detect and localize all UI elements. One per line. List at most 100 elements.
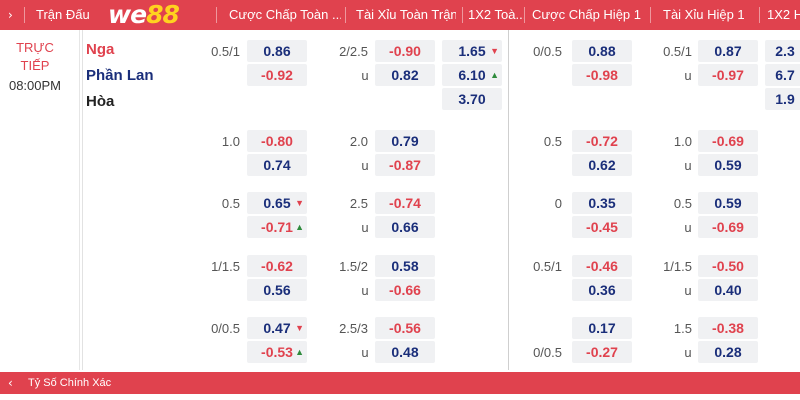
under-label: u <box>684 68 692 83</box>
home-team-name[interactable]: Nga <box>86 41 115 58</box>
odds-up-icon: ▲ <box>490 70 499 80</box>
table-header: › Trận Đấu we88 Cược Chấp Toàn ... Tài X… <box>0 0 800 30</box>
h1-ou-over-odds[interactable]: -0.38 <box>698 317 758 339</box>
col-header-over-under-fulltime[interactable]: Tài Xỉu Toàn Trận <box>356 7 456 22</box>
h1-ou-over-odds[interactable]: 0.59 <box>698 192 758 214</box>
ou-over-odds[interactable]: -0.56 <box>375 317 435 339</box>
under-label: u <box>684 283 692 298</box>
ou-under-odds[interactable]: -0.66 <box>375 279 435 301</box>
match-time: 08:00PM <box>8 78 62 93</box>
h1-ou-line: 0.5 <box>673 196 692 211</box>
match-info-column: TRỰC TIẾP 08:00PM <box>0 30 80 370</box>
under-label: u <box>684 220 692 235</box>
h1-hdp-home-odds[interactable]: 0.35 <box>572 192 632 214</box>
hdp-home-odds[interactable]: -0.62 <box>247 255 307 277</box>
odds-up-icon: ▲ <box>295 222 304 232</box>
ou-under-odds[interactable]: 0.48 <box>375 341 435 363</box>
under-label: u <box>361 283 369 298</box>
h1-hdp-home-odds[interactable]: 0.17 <box>572 317 632 339</box>
chevron-left-icon[interactable]: ‹ <box>8 376 13 390</box>
live-status-line2: TIẾP <box>20 58 50 73</box>
x12-home-value: 1.65 <box>458 43 486 59</box>
x12-away-odds[interactable]: 6.10 ▲ <box>442 64 502 86</box>
col-header-1x2-half1[interactable]: 1X2 H <box>767 7 800 22</box>
h1-x12-home-odds[interactable]: 2.3 <box>765 40 800 62</box>
hdp-away-odds[interactable]: -0.92 <box>247 64 307 86</box>
col-header-handicap-fulltime[interactable]: Cược Chấp Toàn ... <box>229 7 341 22</box>
hdp-home-odds[interactable]: 0.47 ▼ <box>247 317 307 339</box>
hdp-away-value: -0.53 <box>261 344 293 360</box>
hdp-home-odds[interactable]: 0.65 ▼ <box>247 192 307 214</box>
col-header-match: Trận Đấu <box>36 7 90 22</box>
h1-hdp-home-odds[interactable]: -0.72 <box>572 130 632 152</box>
h1-hdp-line: 0/0.5 <box>533 44 562 59</box>
ou-line: 2.5/3 <box>339 321 368 336</box>
h1-hdp-line: 0 <box>554 196 562 211</box>
hdp-line: 0.5 <box>221 196 240 211</box>
col-header-1x2-fulltime[interactable]: 1X2 Toà... <box>468 7 524 22</box>
hdp-away-odds[interactable]: -0.71 ▲ <box>247 216 307 238</box>
x12-away-value: 6.10 <box>458 67 486 83</box>
h1-ou-line: 0.5/1 <box>663 44 692 59</box>
col-header-over-under-half1[interactable]: Tài Xỉu Hiệp 1 <box>663 7 745 22</box>
logo-text-we: we <box>108 0 147 29</box>
correct-score-label: Tỷ Số Chính Xác <box>28 377 112 389</box>
correct-score-section-bar[interactable]: ‹ Tỷ Số Chính Xác <box>0 372 800 394</box>
h1-ou-under-odds[interactable]: 0.40 <box>698 279 758 301</box>
ou-under-odds[interactable]: -0.87 <box>375 154 435 176</box>
ou-under-odds[interactable]: 0.66 <box>375 216 435 238</box>
col-header-handicap-half1[interactable]: Cược Chấp Hiệp 1 <box>532 7 641 22</box>
h1-hdp-away-odds[interactable]: 0.62 <box>572 154 632 176</box>
away-team-name[interactable]: Phần Lan <box>86 67 154 84</box>
odds-up-icon: ▲ <box>295 347 304 357</box>
h1-hdp-away-odds[interactable]: -0.27 <box>572 341 632 363</box>
hdp-away-value: -0.71 <box>261 219 293 235</box>
under-label: u <box>361 68 369 83</box>
h1-ou-under-odds[interactable]: 0.28 <box>698 341 758 363</box>
hdp-line: 1/1.5 <box>211 259 240 274</box>
hdp-away-odds[interactable]: 0.56 <box>247 279 307 301</box>
h1-hdp-away-odds[interactable]: 0.36 <box>572 279 632 301</box>
h1-hdp-home-odds[interactable]: -0.46 <box>572 255 632 277</box>
odds-down-icon: ▼ <box>295 198 304 208</box>
ou-over-odds[interactable]: -0.90 <box>375 40 435 62</box>
h1-ou-under-odds[interactable]: -0.97 <box>698 64 758 86</box>
x12-home-odds[interactable]: 1.65 ▼ <box>442 40 502 62</box>
h1-hdp-line: 0/0.5 <box>533 345 562 360</box>
hdp-home-value: 0.65 <box>263 195 291 211</box>
odds-down-icon: ▼ <box>295 323 304 333</box>
h1-hdp-home-odds[interactable]: 0.88 <box>572 40 632 62</box>
hdp-line: 1.0 <box>221 134 240 149</box>
h1-hdp-away-odds[interactable]: -0.45 <box>572 216 632 238</box>
ou-over-odds[interactable]: 0.79 <box>375 130 435 152</box>
ou-line: 2/2.5 <box>339 44 368 59</box>
h1-hdp-line: 0.5/1 <box>533 259 562 274</box>
h1-ou-under-odds[interactable]: 0.59 <box>698 154 758 176</box>
h1-ou-line: 1.5 <box>673 321 692 336</box>
x12-draw-odds[interactable]: 3.70 <box>442 88 502 110</box>
ou-over-odds[interactable]: -0.74 <box>375 192 435 214</box>
logo-text-88: 88 <box>146 0 180 29</box>
hdp-home-value: 0.47 <box>263 320 291 336</box>
h1-x12-draw-odds[interactable]: 1.9 <box>765 88 800 110</box>
hdp-home-odds[interactable]: 0.86 <box>247 40 307 62</box>
ou-over-odds[interactable]: 0.58 <box>375 255 435 277</box>
h1-ou-under-odds[interactable]: -0.69 <box>698 216 758 238</box>
h1-x12-away-odds[interactable]: 6.7 <box>765 64 800 86</box>
ou-line: 1.5/2 <box>339 259 368 274</box>
hdp-away-odds[interactable]: 0.74 <box>247 154 307 176</box>
hdp-line: 0.5/1 <box>211 44 240 59</box>
h1-ou-over-odds[interactable]: 0.87 <box>698 40 758 62</box>
ou-under-odds[interactable]: 0.82 <box>375 64 435 86</box>
hdp-away-odds[interactable]: -0.53 ▲ <box>247 341 307 363</box>
live-status-line1: TRỰC <box>16 40 54 55</box>
under-label: u <box>361 220 369 235</box>
h1-ou-line: 1/1.5 <box>663 259 692 274</box>
h1-hdp-away-odds[interactable]: -0.98 <box>572 64 632 86</box>
h1-ou-over-odds[interactable]: -0.50 <box>698 255 758 277</box>
under-label: u <box>684 345 692 360</box>
chevron-right-icon[interactable]: › <box>8 8 13 22</box>
odds-down-icon: ▼ <box>490 46 499 56</box>
h1-ou-over-odds[interactable]: -0.69 <box>698 130 758 152</box>
hdp-home-odds[interactable]: -0.80 <box>247 130 307 152</box>
